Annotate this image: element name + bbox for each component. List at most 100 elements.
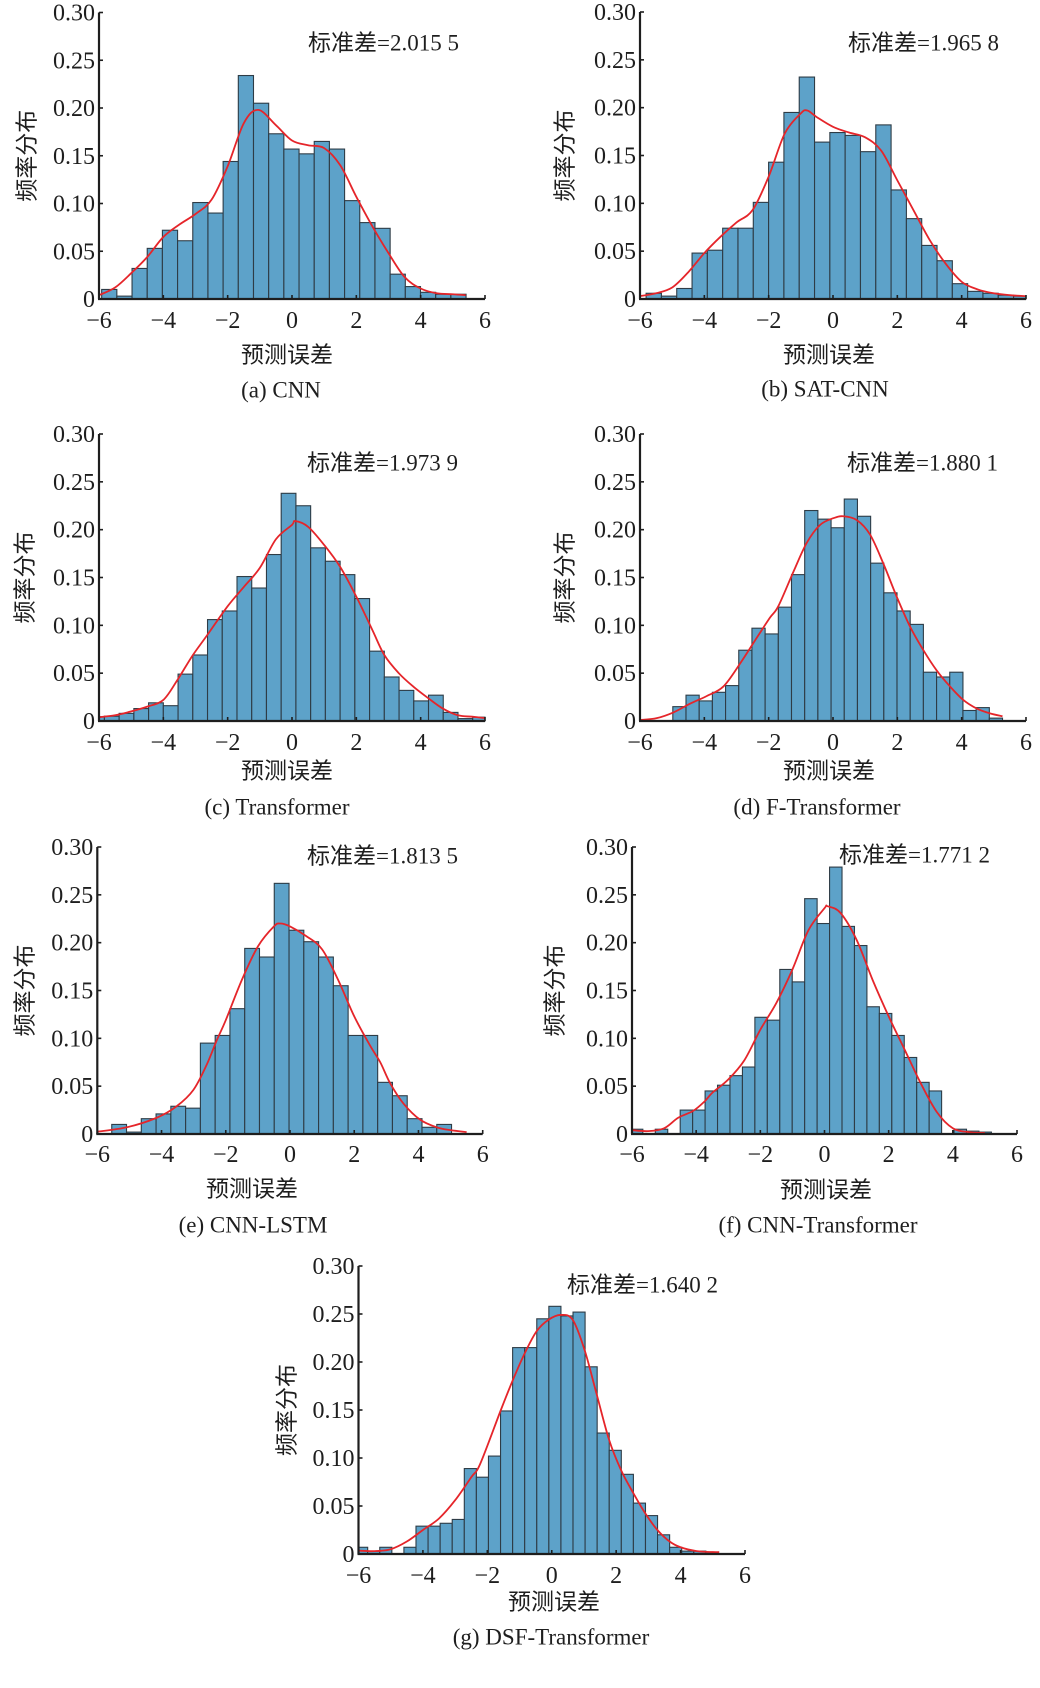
histogram-bar	[318, 956, 334, 1135]
std-annotation: 标准差=2.015 5	[308, 31, 459, 56]
histogram-bar	[676, 287, 693, 300]
histogram-bar	[843, 498, 859, 722]
histogram-bar	[783, 111, 800, 300]
x-tick-label: −4	[149, 1142, 175, 1168]
y-tick-label: 0.30	[51, 835, 93, 861]
density-curve	[98, 520, 486, 720]
histogram-bar	[339, 574, 356, 722]
histogram-bar	[288, 929, 305, 1135]
histogram-bar	[170, 1105, 187, 1135]
histogram-bar	[222, 160, 239, 300]
histogram-bar	[463, 1468, 477, 1555]
histogram-bar	[741, 1066, 756, 1135]
subplot-caption: (a) CNN	[241, 378, 321, 403]
histogram-bar	[738, 649, 753, 722]
histogram-bar	[206, 619, 223, 722]
histogram-bar	[251, 587, 268, 722]
x-tick-label: −4	[692, 308, 718, 334]
histogram-bar	[870, 562, 885, 722]
x-tick-label: 6	[1020, 730, 1032, 756]
y-tick-label: 0	[83, 287, 95, 313]
x-tick-label: −2	[213, 1142, 239, 1168]
x-tick-label: −4	[410, 1563, 436, 1589]
histogram-bar	[383, 676, 400, 722]
histogram-bar	[406, 1118, 423, 1135]
histogram-bar	[162, 705, 179, 722]
histogram-bar	[177, 673, 194, 722]
histogram-bar	[177, 240, 194, 300]
x-tick-label: 4	[956, 308, 968, 334]
y-tick-label: 0.25	[53, 470, 95, 496]
y-tick-label: 0.20	[53, 96, 95, 122]
x-axis-title: 预测误差	[783, 343, 875, 368]
x-tick-label: −6	[85, 1142, 111, 1168]
y-tick-label: 0.30	[53, 1, 95, 27]
y-tick-label: 0.10	[313, 1446, 355, 1472]
subplot-a: −6 −4 −2 0 2 4 6 0 0.05 0.10 0.15 0.20 0.25 0.30 标准差=2…	[15, 1, 492, 403]
histogram-bar	[853, 944, 868, 1135]
histogram-bar	[816, 922, 831, 1135]
x-tick-label: −2	[748, 1142, 774, 1168]
y-axis-title: 频率分布	[15, 110, 40, 202]
x-tick-label: 0	[546, 1563, 558, 1589]
x-tick-label: 2	[891, 730, 903, 756]
x-tick-label: 4	[947, 1142, 959, 1168]
histogram-bar	[524, 1347, 538, 1555]
density-curve	[639, 515, 1003, 721]
x-tick-label: −6	[346, 1563, 372, 1589]
histogram-bar	[962, 709, 977, 722]
x-tick-label: −6	[86, 730, 112, 756]
x-tick-label: −2	[215, 730, 241, 756]
histogram-bar	[268, 133, 285, 300]
histogram-bar	[475, 1476, 490, 1555]
x-tick-label: 4	[412, 1142, 424, 1168]
histogram-bar	[791, 981, 806, 1135]
histogram-bar	[905, 218, 923, 300]
histogram-bar	[214, 1034, 231, 1135]
histogram-bar	[752, 201, 770, 300]
x-tick-label: 2	[610, 1563, 622, 1589]
histogram-bar	[722, 227, 739, 300]
x-tick-label: 6	[479, 730, 491, 756]
histogram-bar	[439, 1522, 453, 1555]
y-tick-label: 0.10	[53, 192, 95, 218]
x-tick-label: −4	[151, 730, 177, 756]
density-curve	[97, 922, 467, 1133]
x-tick-label: −4	[692, 730, 718, 756]
y-axis-title: 频率分布	[275, 1364, 300, 1456]
histogram-bar	[928, 1090, 943, 1135]
histogram-bar	[685, 694, 700, 722]
subplot-b: −6 −4 −2 0 2 4 6 0 0.05 0.10 0.15 0.20 0.25 0.30 标准差=1…	[553, 0, 1033, 402]
x-tick-label: 4	[415, 730, 427, 756]
y-tick-label: 0.30	[313, 1254, 355, 1280]
histogram-bar	[398, 689, 415, 722]
histogram-bar	[691, 252, 708, 300]
histogram-bar	[347, 1034, 364, 1135]
x-tick-label: 6	[479, 308, 491, 334]
y-tick-label: 0	[343, 1542, 355, 1568]
y-tick-label: 0.05	[313, 1494, 355, 1520]
histogram-bar	[303, 941, 320, 1135]
histogram-bar	[878, 1012, 893, 1135]
x-tick-label: −6	[86, 308, 112, 334]
histogram-bar	[221, 610, 238, 722]
y-tick-label: 0.05	[594, 661, 636, 687]
density-curve	[98, 109, 466, 297]
x-tick-label: 6	[1011, 1142, 1023, 1168]
histogram-bar	[237, 74, 255, 300]
subplot-caption: (g) DSF-Transformer	[453, 1625, 650, 1650]
x-tick-label: 2	[350, 308, 362, 334]
histogram-bar	[451, 1518, 465, 1555]
x-tick-label: 0	[286, 308, 298, 334]
x-axis-title: 预测误差	[783, 759, 875, 784]
x-tick-label: 4	[415, 308, 427, 334]
histogram-bar	[185, 1107, 201, 1135]
histogram-bar	[764, 633, 779, 722]
x-tick-label: 0	[827, 308, 839, 334]
histogram-bar	[192, 201, 209, 300]
x-tick-label: 0	[284, 1142, 296, 1168]
histogram-bar	[310, 547, 326, 722]
x-tick-label: 0	[827, 730, 839, 756]
histogram-bar	[817, 518, 832, 722]
